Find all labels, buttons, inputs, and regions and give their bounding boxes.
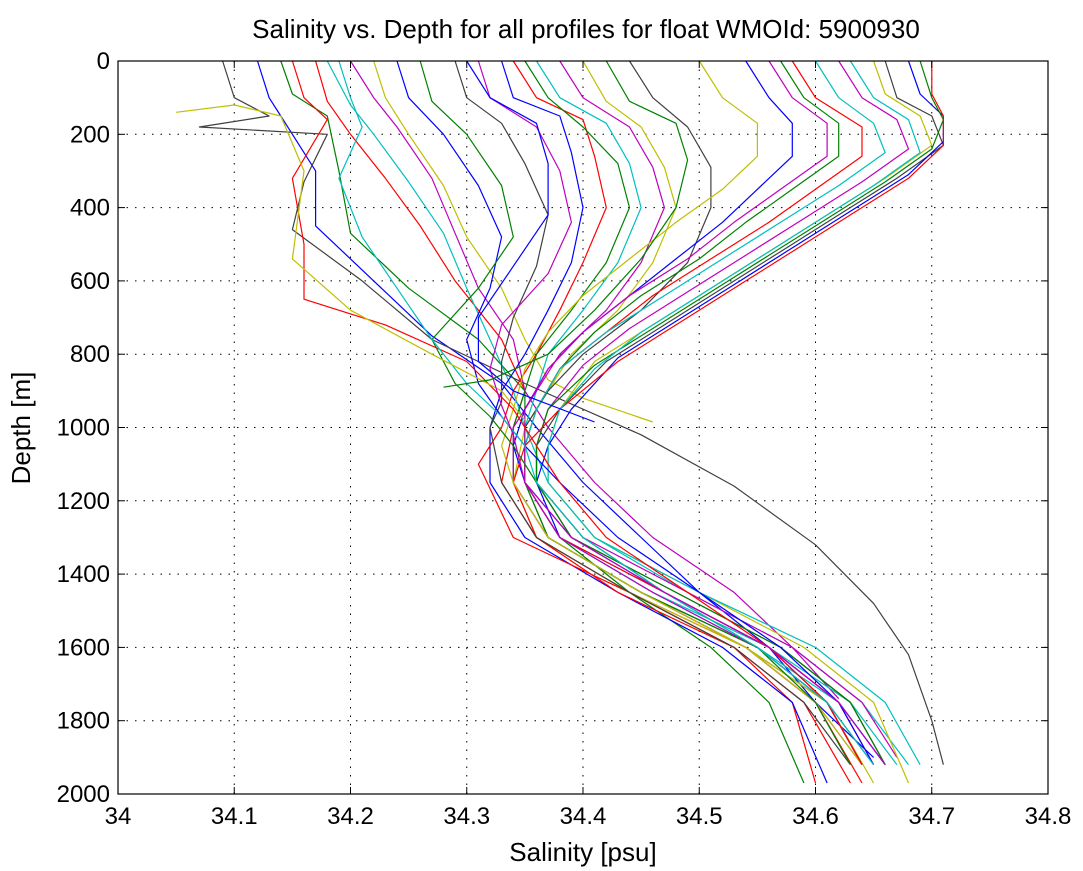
y-tick-label: 1800 [57,708,110,735]
profile-line-34 [477,60,886,766]
profile-line-18 [524,60,898,766]
x-tick-label: 34.2 [327,803,374,830]
x-tick-label: 34.3 [443,803,490,830]
x-tick-label: 34.7 [908,803,955,830]
y-tick-label: 400 [70,195,110,222]
y-tick-label: 800 [70,341,110,368]
profile-line-33 [176,104,526,421]
profile-line-26 [524,60,863,765]
y-tick-label: 200 [70,121,110,148]
x-axis-label: Salinity [psu] [509,837,656,867]
profile-line-20 [547,60,933,784]
profile-line-29 [396,60,875,765]
y-tick-label: 1200 [57,488,110,515]
x-axis: 34 34.1 34.2 34.3 34.4 34.5 34.6 34.7 34.8 [105,61,1072,830]
profile-line-6 [373,60,653,423]
profile-line-23 [535,60,945,765]
y-tick-label: 600 [70,268,110,295]
y-tick-label: 1400 [57,561,110,588]
y-tick-label: 1000 [57,415,110,442]
grid-lines [118,61,1048,794]
profile-line-13 [512,60,875,784]
x-tick-label: 34.6 [792,803,839,830]
profile-line-27 [501,60,863,766]
profile-line-35 [466,60,595,423]
profile-line-5 [349,60,840,700]
chart-title: Salinity vs. Depth for all profiles for … [252,14,920,44]
profile-line-32 [338,60,875,766]
x-tick-label: 34 [105,803,132,830]
y-axis-label: Depth [m] [6,372,36,485]
x-tick-label: 34.5 [676,803,723,830]
x-tick-label: 34.8 [1025,803,1072,830]
profile-line-8 [489,60,828,784]
x-tick-label: 34.1 [211,803,258,830]
profile-line-36 [443,60,689,388]
profile-line-16 [524,60,863,765]
profile-line-25 [547,60,921,765]
data-series [176,60,945,784]
y-tick-label: 0 [97,48,110,75]
y-tick-label: 1600 [57,634,110,661]
y-axis: 0 200 400 600 800 1000 1200 1400 1600 1800 2000 [57,48,1048,808]
y-tick-label: 2000 [57,781,110,808]
profile-line-19 [535,60,910,758]
x-tick-label: 34.4 [560,803,607,830]
